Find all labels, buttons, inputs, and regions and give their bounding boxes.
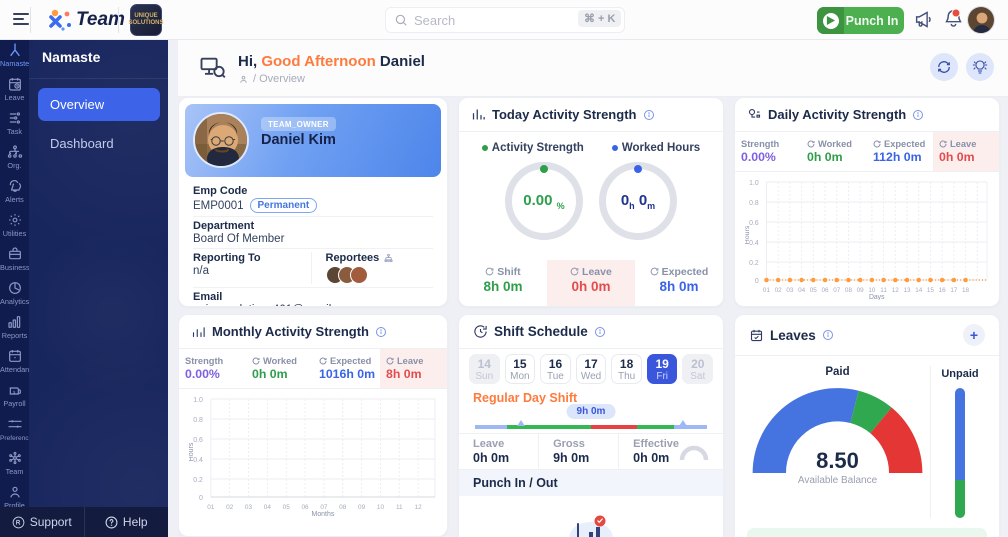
svg-text:03: 03 <box>786 287 793 294</box>
svg-text:1.0: 1.0 <box>749 180 759 187</box>
svg-text:06: 06 <box>301 504 309 511</box>
svg-text:08: 08 <box>339 504 347 511</box>
svg-text:16: 16 <box>939 287 946 294</box>
svg-text:07: 07 <box>320 504 328 511</box>
svg-text:03: 03 <box>245 504 253 511</box>
svg-text:10: 10 <box>377 504 385 511</box>
svg-text:1.0: 1.0 <box>193 397 203 404</box>
svg-text:Hours: Hours <box>189 442 195 461</box>
svg-text:Months: Months <box>312 511 335 517</box>
svg-text:13: 13 <box>903 287 910 294</box>
svg-text:0.8: 0.8 <box>749 200 759 207</box>
svg-text:Days: Days <box>869 294 885 300</box>
svg-text:06: 06 <box>822 287 829 294</box>
svg-text:18: 18 <box>962 287 969 294</box>
svg-text:0.8: 0.8 <box>193 417 203 424</box>
svg-text:05: 05 <box>283 504 291 511</box>
svg-text:09: 09 <box>857 287 864 294</box>
svg-text:04: 04 <box>264 504 272 511</box>
svg-text:Hours: Hours <box>745 225 751 244</box>
svg-text:17: 17 <box>950 287 957 294</box>
svg-text:0.2: 0.2 <box>749 260 759 267</box>
svg-text:12: 12 <box>892 287 899 294</box>
svg-text:07: 07 <box>833 287 840 294</box>
svg-text:04: 04 <box>798 287 805 294</box>
svg-text:01: 01 <box>763 287 770 294</box>
svg-text:0: 0 <box>199 495 203 502</box>
svg-text:08: 08 <box>845 287 852 294</box>
svg-text:0: 0 <box>755 278 759 285</box>
svg-text:05: 05 <box>810 287 817 294</box>
svg-text:02: 02 <box>226 504 234 511</box>
svg-text:0.2: 0.2 <box>193 477 203 484</box>
svg-text:09: 09 <box>358 504 366 511</box>
svg-text:11: 11 <box>396 504 403 511</box>
svg-text:15: 15 <box>927 287 934 294</box>
svg-text:01: 01 <box>207 504 215 511</box>
svg-text:14: 14 <box>915 287 922 294</box>
svg-text:02: 02 <box>775 287 782 294</box>
svg-text:12: 12 <box>415 504 423 511</box>
